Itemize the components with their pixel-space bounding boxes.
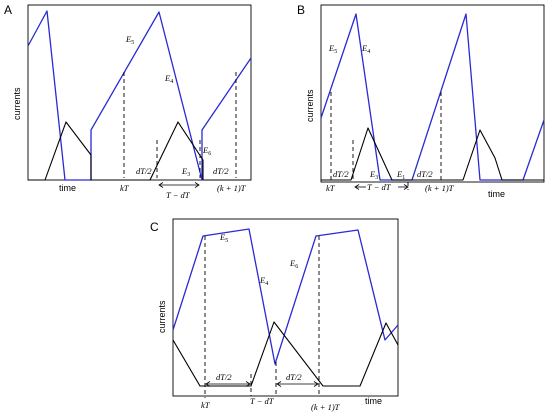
svg-text:E4: E4 <box>259 275 268 287</box>
e6-label: E <box>202 145 209 155</box>
panel-a-frame <box>27 4 252 181</box>
panel-c-blue-curve <box>172 228 399 365</box>
panel-b-dt-half-1: dT/2 <box>333 169 349 179</box>
panel-a-blue-curve <box>27 10 252 181</box>
panel-b-k1t: (k + 1)T <box>425 183 455 193</box>
panel-b-frame <box>320 4 545 183</box>
svg-text:E6: E6 <box>202 145 211 157</box>
svg-text:E4: E4 <box>164 73 173 85</box>
panel-c-k1t: (k + 1)T <box>311 402 341 412</box>
e1-label: E <box>396 169 403 179</box>
panel-b-dt-half-2: dT/2 <box>417 169 433 179</box>
panel-c-dt-half-1: dT/2 <box>216 372 232 382</box>
panel-b-black-curve <box>321 127 544 181</box>
e5-label: E <box>219 232 226 242</box>
e3-label: E <box>181 166 188 176</box>
e3-label: E <box>369 169 376 179</box>
panel-b-blue-curve <box>320 13 545 181</box>
panel-a-xlabel: time <box>59 183 76 193</box>
svg-text:E4: E4 <box>361 43 370 55</box>
svg-text:E3: E3 <box>369 169 378 181</box>
panel-b-ylabel: currents <box>305 89 315 122</box>
panel-c-letter: C <box>150 220 159 234</box>
svg-text:E5: E5 <box>125 34 134 46</box>
panel-c-ylabel: currents <box>157 300 167 333</box>
e4-label: E <box>164 73 171 83</box>
svg-text:E1: E1 <box>396 169 405 181</box>
panel-b: B currents E5 E4 E3 E1 dT/2 dT/2 kT T − … <box>297 3 545 199</box>
panel-a-kt: kT <box>120 183 130 193</box>
e4-label: E <box>259 275 266 285</box>
panel-c: C currents E5 E4 E6 dT/2 dT/2 kT T − dT … <box>150 218 399 412</box>
svg-text:E5: E5 <box>219 232 228 244</box>
svg-text:E3: E3 <box>181 166 190 178</box>
panel-a-dt-half-1: dT/2 <box>136 166 152 176</box>
panel-b-xlabel: time <box>488 189 505 199</box>
svg-text:E5: E5 <box>328 43 337 55</box>
panel-c-dt-half-2: dT/2 <box>286 372 302 382</box>
e5-label: E <box>125 34 132 44</box>
panel-b-letter: B <box>297 3 305 17</box>
panel-a-k1t: (k + 1)T <box>217 183 247 193</box>
e6-label: E <box>289 258 296 268</box>
panel-b-kt: kT <box>326 183 336 193</box>
panel-c-xlabel: time <box>365 396 382 406</box>
panel-a: A currents E5 E4 E6 E3 dT/2 dT/2 time kT… <box>4 3 252 200</box>
e5-label: E <box>328 43 335 53</box>
panel-c-t-minus-dt: T − dT <box>250 396 275 406</box>
panel-a-ylabel: currents <box>12 87 22 120</box>
panel-a-t-minus-dt: T − dT <box>166 190 191 200</box>
panel-c-kt: kT <box>201 400 211 410</box>
panel-a-black-curve <box>28 121 251 181</box>
e4-label: E <box>361 43 368 53</box>
panel-c-frame <box>172 218 399 397</box>
panel-b-t-minus-dt: T − dT <box>367 182 392 192</box>
svg-text:E6: E6 <box>289 258 298 270</box>
panel-a-letter: A <box>4 3 12 17</box>
panel-a-dt-half-2: dT/2 <box>213 166 229 176</box>
